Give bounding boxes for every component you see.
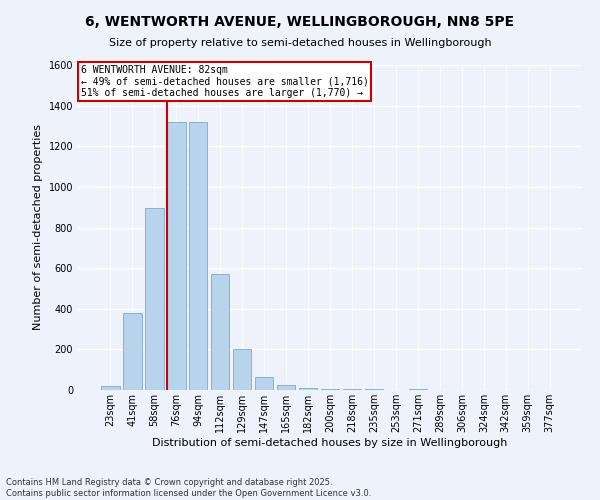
- Bar: [233, 350, 251, 390]
- X-axis label: Distribution of semi-detached houses by size in Wellingborough: Distribution of semi-detached houses by …: [152, 438, 508, 448]
- Bar: [365, 389, 383, 390]
- Bar: [101, 386, 119, 390]
- Bar: [277, 384, 295, 390]
- Bar: [189, 122, 208, 390]
- Bar: [409, 388, 427, 390]
- Bar: [320, 389, 340, 390]
- Bar: [167, 122, 185, 390]
- Text: 6 WENTWORTH AVENUE: 82sqm
← 49% of semi-detached houses are smaller (1,716)
51% : 6 WENTWORTH AVENUE: 82sqm ← 49% of semi-…: [80, 65, 368, 98]
- Text: 6, WENTWORTH AVENUE, WELLINGBOROUGH, NN8 5PE: 6, WENTWORTH AVENUE, WELLINGBOROUGH, NN8…: [85, 15, 515, 29]
- Text: Contains HM Land Registry data © Crown copyright and database right 2025.
Contai: Contains HM Land Registry data © Crown c…: [6, 478, 371, 498]
- Bar: [299, 388, 317, 390]
- Y-axis label: Number of semi-detached properties: Number of semi-detached properties: [33, 124, 43, 330]
- Bar: [211, 274, 229, 390]
- Text: Size of property relative to semi-detached houses in Wellingborough: Size of property relative to semi-detach…: [109, 38, 491, 48]
- Bar: [145, 208, 164, 390]
- Bar: [255, 377, 274, 390]
- Bar: [123, 313, 142, 390]
- Bar: [343, 389, 361, 390]
